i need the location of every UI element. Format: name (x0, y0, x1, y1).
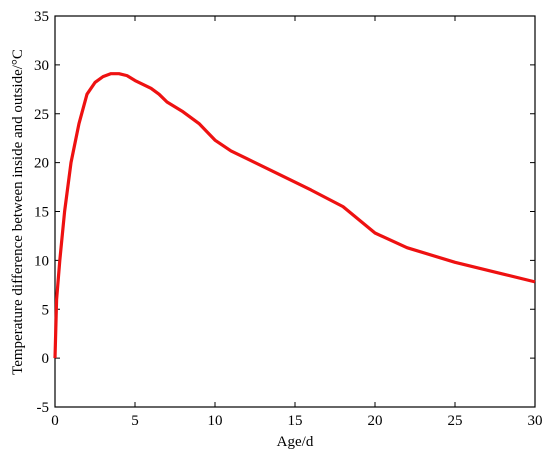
x-tick-label: 0 (51, 413, 59, 429)
y-axis-label: Temperature difference between inside an… (10, 49, 26, 375)
y-tick-label: 30 (34, 58, 49, 74)
data-line (53, 72, 536, 359)
y-tick-label: 10 (34, 253, 49, 269)
x-tick-label: 5 (131, 413, 139, 429)
y-tick-label: 0 (42, 351, 50, 367)
y-tick-label: 5 (42, 302, 50, 318)
x-tick-label: 15 (288, 413, 303, 429)
y-tick-label: 25 (34, 107, 49, 123)
y-tick-label: -5 (37, 400, 50, 416)
x-tick-label: 10 (208, 413, 223, 429)
y-tick-label: 15 (34, 205, 49, 221)
x-tick-label: 25 (448, 413, 463, 429)
x-tick-label: 30 (528, 413, 543, 429)
y-tick-label: 20 (34, 156, 49, 172)
x-tick-label: 20 (368, 413, 383, 429)
x-axis-label: Age/d (277, 434, 314, 450)
y-tick-label: 35 (34, 9, 49, 25)
